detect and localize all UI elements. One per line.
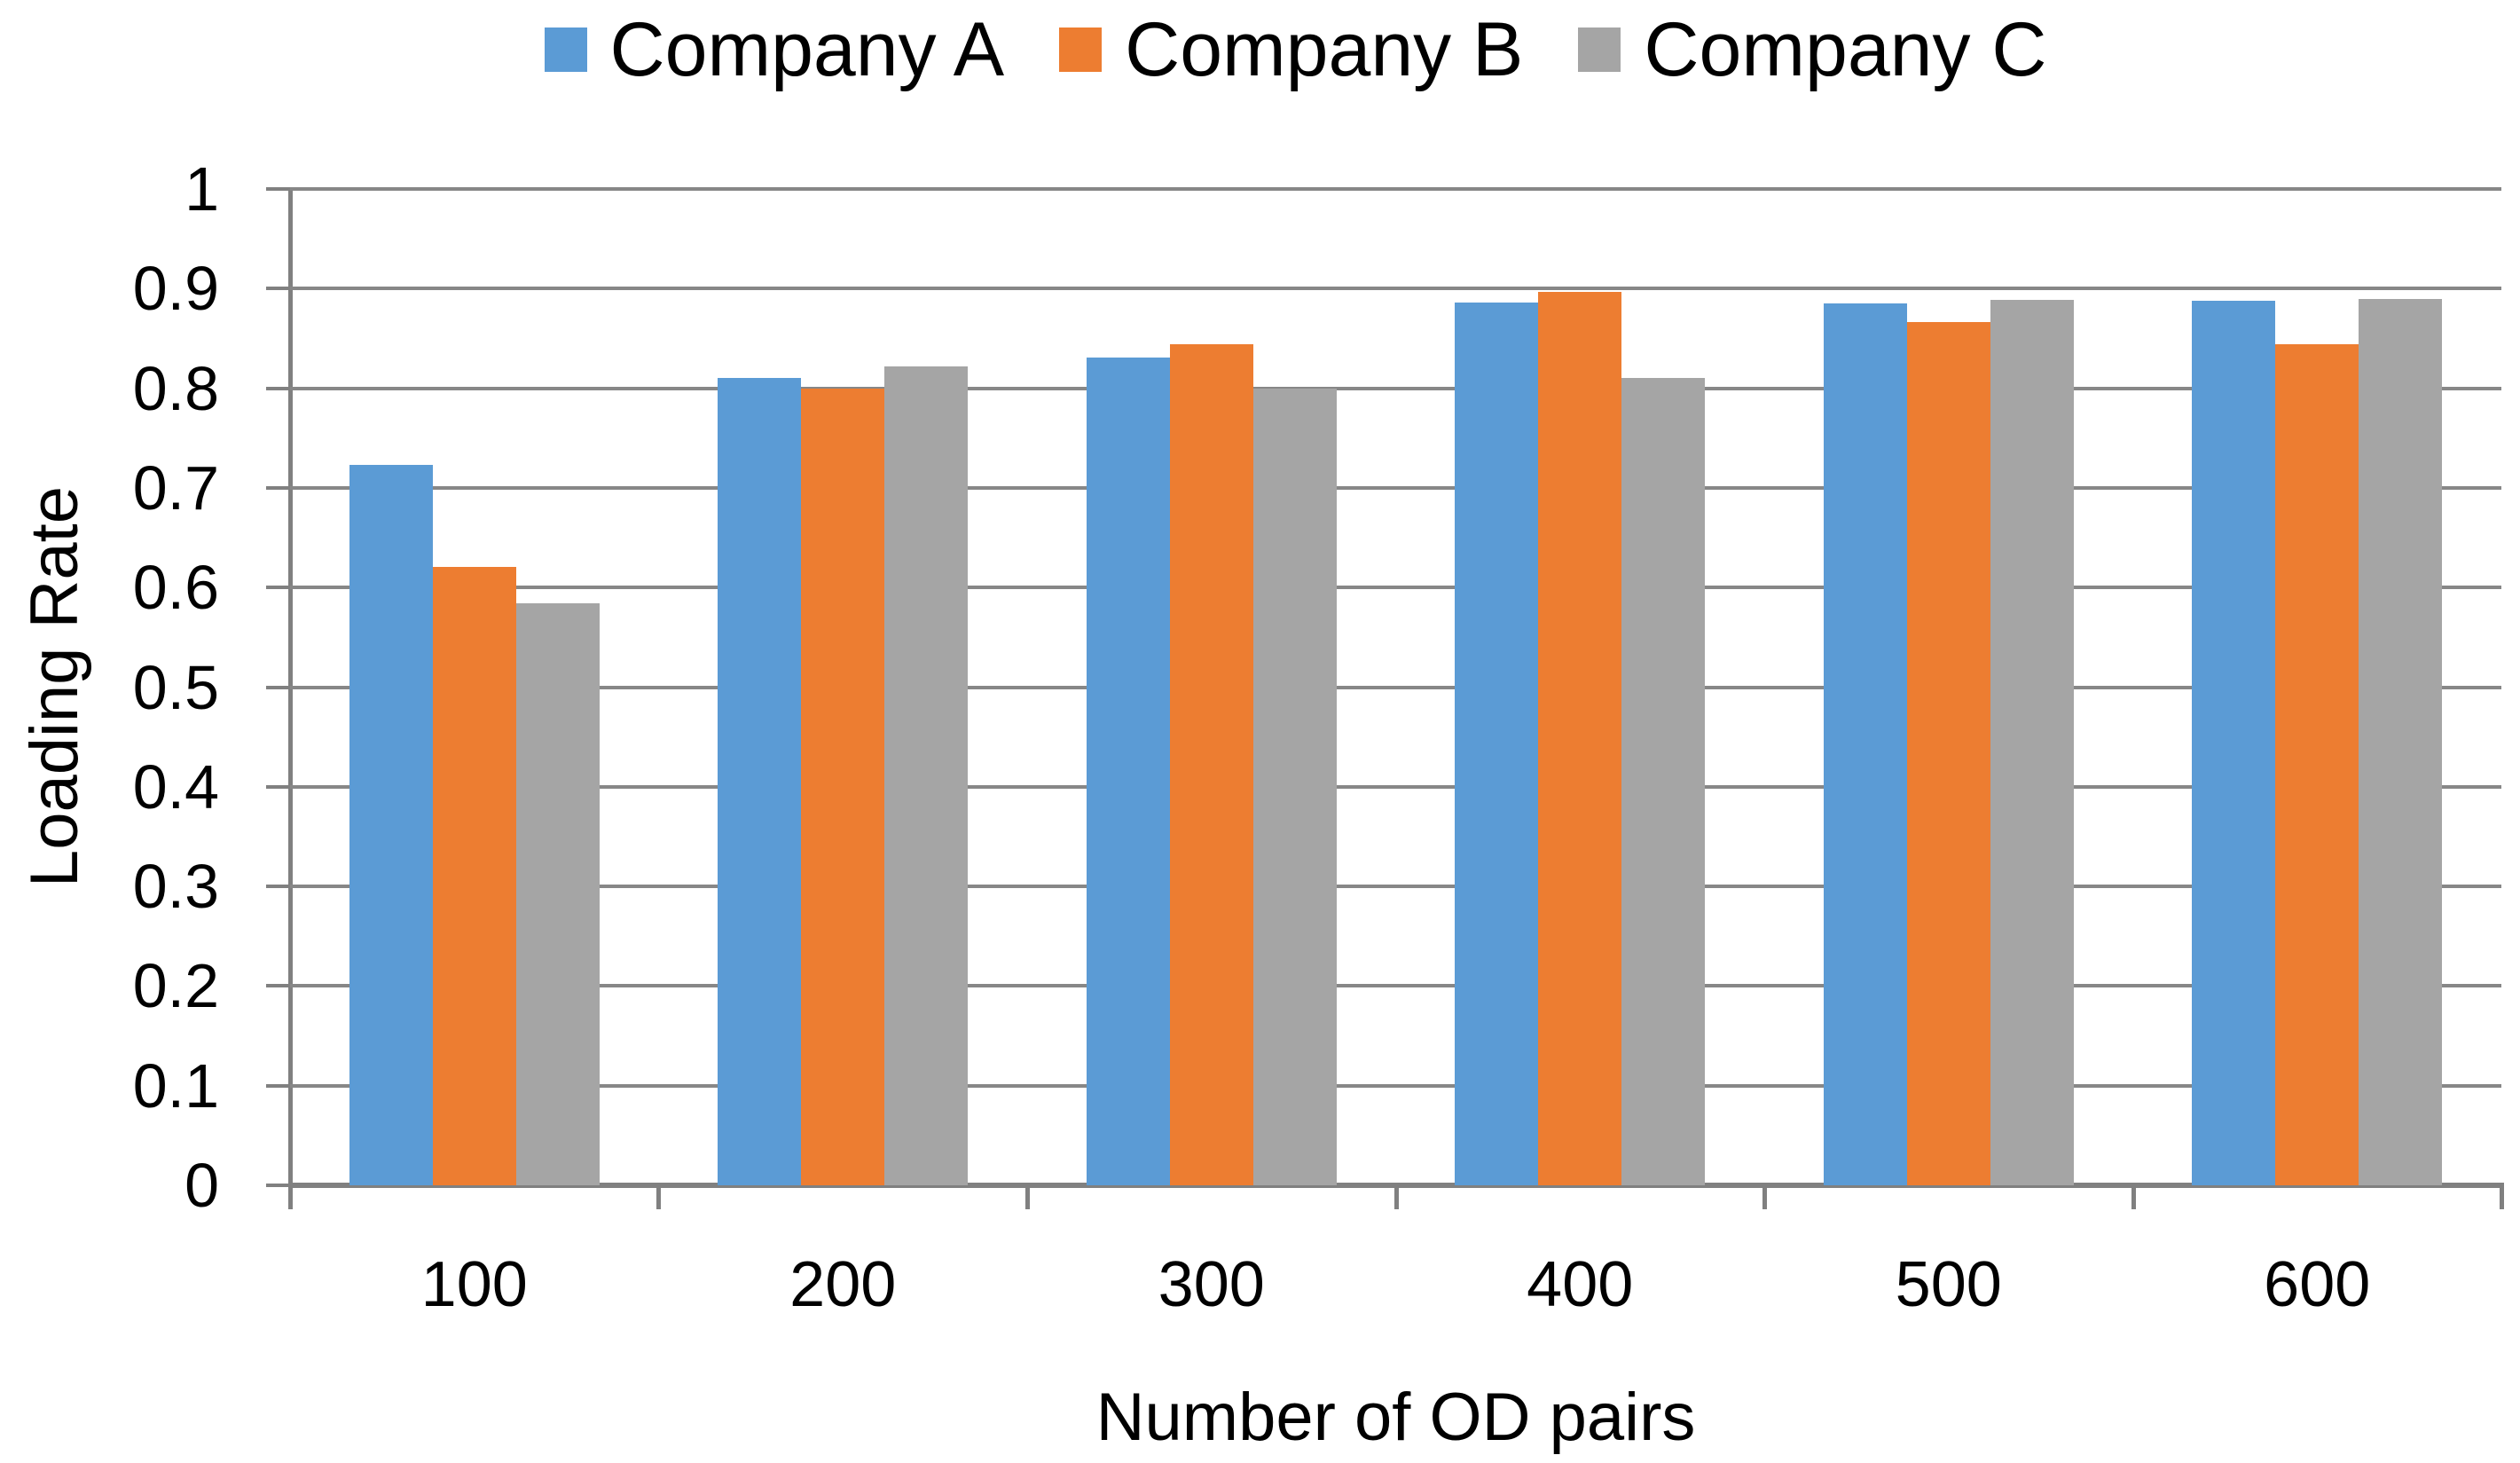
bar-company-a-600 [2192, 300, 2276, 1185]
legend-label: Company C [1644, 6, 2047, 92]
x-tick-label-300: 300 [1158, 1249, 1265, 1320]
x-tick-mark-3 [1393, 1188, 1399, 1209]
gridline-0.6 [290, 586, 2501, 590]
x-tick-mark-5 [2131, 1188, 2136, 1209]
legend-marker-company-c [1578, 27, 1621, 72]
gridline-1 [290, 187, 2501, 191]
y-tick-label-0.9: 0.9 [132, 254, 219, 324]
gridline-0.1 [290, 1083, 2501, 1088]
bar-company-b-400 [1538, 291, 1622, 1185]
x-tick-mark-6 [2500, 1188, 2504, 1209]
legend-item-company-a: Company A [544, 6, 1005, 92]
bar-company-c-200 [884, 366, 969, 1185]
y-tick-mark-0.6 [266, 586, 290, 590]
legend-marker-company-b [1059, 27, 1103, 72]
y-tick-mark-0.2 [266, 984, 290, 988]
gridline-0.4 [290, 784, 2501, 789]
bar-company-c-100 [515, 603, 600, 1185]
y-tick-mark-0 [266, 1184, 290, 1187]
legend-item-company-c: Company C [1578, 12, 2046, 88]
y-tick-label-1: 1 [184, 154, 219, 224]
bar-company-a-400 [1455, 303, 1539, 1185]
y-tick-mark-0.5 [266, 685, 290, 689]
bar-company-c-500 [1990, 299, 2074, 1185]
x-axis-line [288, 1183, 2504, 1188]
y-tick-mark-1 [266, 187, 290, 191]
x-tick-label-600: 600 [2264, 1249, 2371, 1320]
plot-area: 0 0.1 0.2 0.3 0.4 0.5 0.6 0.7 0.8 0.9 1 [133, 158, 2504, 1216]
y-tick-label-0.1: 0.1 [132, 1050, 219, 1121]
y-tick-mark-0.8 [266, 386, 290, 390]
y-tick-mark-0.9 [266, 287, 290, 291]
bar-company-a-200 [718, 378, 802, 1185]
x-tick-mark-2 [1024, 1188, 1030, 1209]
bar-company-c-300 [1252, 388, 1337, 1185]
legend-label: Company A [609, 6, 1005, 92]
gridline-0.2 [290, 984, 2501, 988]
y-tick-label-0.3: 0.3 [132, 852, 219, 922]
bar-company-b-300 [1169, 344, 1253, 1185]
gridline-0.8 [290, 386, 2501, 390]
bar-company-b-100 [432, 566, 516, 1185]
gridline-0.7 [290, 485, 2501, 490]
bar-company-b-600 [2275, 344, 2359, 1185]
gridline-0.9 [290, 287, 2501, 291]
y-tick-label-0.4: 0.4 [132, 751, 219, 822]
x-tick-label-100: 100 [420, 1249, 528, 1320]
legend-item-company-b: Company B [1059, 12, 1523, 88]
y-tick-mark-0.1 [266, 1083, 290, 1088]
x-tick-mark-0 [288, 1188, 293, 1209]
y-tick-mark-0.3 [266, 885, 290, 889]
y-tick-mark-0.4 [266, 784, 290, 789]
bar-company-c-600 [2359, 298, 2443, 1185]
x-tick-mark-4 [1762, 1188, 1767, 1209]
bar-company-a-500 [1823, 303, 1907, 1185]
x-tick-mark-1 [656, 1188, 662, 1209]
x-axis-labels: 100 200 300 400 500 600 [290, 1253, 2501, 1324]
y-tick-label-0.6: 0.6 [132, 553, 219, 623]
y-axis-line [288, 189, 293, 1209]
legend-marker-company-a [544, 27, 587, 72]
y-tick-mark-0.7 [266, 485, 290, 490]
gridline-0.5 [290, 685, 2501, 689]
y-tick-label-0.2: 0.2 [132, 951, 219, 1021]
y-tick-label-0.5: 0.5 [132, 652, 219, 722]
bar-company-b-500 [1906, 322, 1990, 1185]
x-tick-label-500: 500 [1895, 1249, 2002, 1320]
bar-company-a-100 [349, 465, 433, 1185]
bar-company-c-400 [1621, 378, 1706, 1185]
x-tick-label-400: 400 [1527, 1249, 1634, 1320]
x-axis-title: Number of OD pairs [1095, 1380, 1696, 1455]
y-tick-label-0.8: 0.8 [132, 353, 219, 423]
y-tick-label-0.7: 0.7 [132, 452, 219, 523]
bar-company-b-200 [801, 388, 885, 1185]
legend: Company A Company B Company C [71, 7, 2520, 91]
legend-label: Company B [1125, 6, 1524, 92]
y-tick-label-0: 0 [184, 1151, 219, 1220]
bar-company-a-300 [1086, 357, 1170, 1185]
gridline-0.3 [290, 885, 2501, 889]
x-tick-label-200: 200 [789, 1249, 897, 1320]
